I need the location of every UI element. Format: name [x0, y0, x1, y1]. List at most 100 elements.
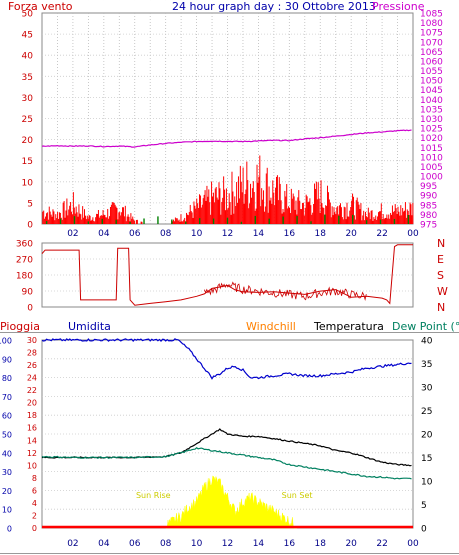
- y-tick-temperature: 40: [421, 337, 433, 347]
- y-tick-rain: 22: [27, 386, 37, 395]
- y-tick-humidity: 10: [2, 506, 12, 515]
- y-tick-pressure: 975: [420, 221, 437, 231]
- x-tick: 14: [253, 229, 265, 239]
- x-tick: 00: [407, 229, 419, 239]
- y-tick-pressure: 990: [420, 192, 437, 202]
- y-tick-pressure: 1030: [420, 115, 443, 125]
- y-tick-rain: 16: [27, 424, 37, 433]
- legend-item: Umidita: [68, 320, 111, 333]
- y-tick-temperature: 20: [421, 431, 433, 441]
- y-tick-pressure: 1080: [420, 19, 443, 29]
- x-tick: 20: [345, 229, 357, 239]
- x-tick: 22: [376, 539, 387, 549]
- y-tick-humidity: 50: [2, 431, 12, 440]
- x-tick: 10: [191, 229, 203, 239]
- y-tick-wind: 20: [22, 136, 34, 146]
- x-tick: 10: [191, 539, 203, 549]
- legend-item: Temperatura: [313, 320, 384, 333]
- y-tick-pressure: 1060: [420, 57, 443, 67]
- x-tick: 20: [345, 539, 357, 549]
- y-tick-pressure: 1045: [420, 86, 443, 96]
- y-tick-direction: 90: [22, 288, 34, 298]
- y-tick-pressure: 1000: [420, 173, 443, 183]
- y-tick-temperature: 15: [421, 454, 432, 464]
- x-tick: 00: [407, 539, 419, 549]
- y-tick-temperature: 0: [421, 525, 427, 535]
- y-tick-rain: 30: [27, 336, 37, 345]
- right-label: Pressione: [372, 0, 425, 13]
- chart-title: 24 hour graph day : 30 Ottobre 2013: [172, 0, 376, 13]
- x-tick: 08: [160, 229, 172, 239]
- left-label: Forza vento: [8, 0, 73, 13]
- y-tick-rain: 0: [32, 524, 37, 533]
- y-tick-wind: 0: [27, 221, 33, 231]
- y-tick-pressure: 1065: [420, 48, 443, 58]
- y-tick-direction: 0: [27, 304, 33, 314]
- humidity-line: [41, 338, 412, 380]
- y-tick-humidity: 90: [2, 355, 12, 364]
- x-tick: 02: [67, 229, 78, 239]
- y-tick-temperature: 5: [421, 501, 427, 511]
- y-tick-direction: 270: [16, 256, 33, 266]
- y-tick-pressure: 1035: [420, 105, 443, 115]
- y-tick-pressure: 1005: [420, 163, 443, 173]
- sunset-label: Sun Set: [282, 491, 313, 500]
- y-tick-direction: 180: [16, 272, 33, 282]
- y-tick-rain: 28: [27, 349, 37, 358]
- y-tick-pressure: 1075: [420, 29, 443, 39]
- y-tick-pressure: 1010: [420, 153, 443, 163]
- y-tick-rain: 12: [27, 449, 37, 458]
- y-tick-rain: 20: [27, 399, 37, 408]
- x-tick: 14: [253, 539, 265, 549]
- y-tick-wind: 50: [22, 10, 34, 20]
- y-tick-direction: 360: [16, 240, 33, 250]
- y-tick-wind: 40: [22, 52, 34, 62]
- y-tick-pressure: 1040: [420, 96, 443, 106]
- y-tick-pressure: 1015: [420, 144, 443, 154]
- temperature-line: [41, 428, 412, 467]
- separator-line: [0, 332, 459, 333]
- x-tick: 18: [315, 539, 327, 549]
- y-tick-pressure: 1020: [420, 134, 443, 144]
- compass-label: N: [437, 301, 445, 314]
- y-tick-humidity: 40: [2, 449, 12, 458]
- dewpoint-line: [41, 447, 412, 480]
- y-tick-wind: 10: [22, 178, 34, 188]
- x-tick: 22: [376, 229, 387, 239]
- direction-line: [41, 244, 413, 306]
- y-tick-rain: 8: [32, 474, 37, 483]
- x-tick: 18: [315, 229, 327, 239]
- y-tick-pressure: 1085: [420, 10, 443, 20]
- y-tick-rain: 4: [32, 499, 37, 508]
- y-tick-wind: 45: [22, 31, 33, 41]
- pressure-line: [41, 129, 412, 148]
- y-tick-temperature: 30: [421, 384, 433, 394]
- y-tick-rain: 2: [32, 511, 37, 520]
- y-tick-pressure: 985: [420, 201, 437, 211]
- x-tick: 12: [222, 229, 233, 239]
- y-tick-rain: 6: [32, 486, 37, 495]
- x-tick: 16: [284, 229, 296, 239]
- y-tick-wind: 35: [22, 73, 33, 83]
- x-tick: 02: [67, 539, 78, 549]
- y-tick-wind: 15: [22, 157, 33, 167]
- y-tick-humidity: 20: [2, 487, 12, 496]
- y-tick-wind: 5: [27, 199, 33, 209]
- compass-label: S: [437, 269, 444, 282]
- y-tick-rain: 14: [27, 436, 37, 445]
- legend-item: Windchill: [246, 320, 296, 333]
- y-tick-pressure: 995: [420, 182, 437, 192]
- y-tick-humidity: 30: [2, 468, 12, 477]
- y-tick-humidity: 0: [7, 525, 12, 534]
- direction-jitter: [203, 281, 367, 301]
- compass-label: E: [437, 253, 444, 266]
- x-tick: 12: [222, 539, 233, 549]
- y-tick-temperature: 25: [421, 407, 432, 417]
- y-tick-humidity: 60: [2, 412, 12, 421]
- y-tick-pressure: 1050: [420, 77, 443, 87]
- x-tick: 06: [129, 539, 141, 549]
- y-tick-pressure: 1025: [420, 125, 443, 135]
- y-tick-pressure: 980: [420, 211, 437, 221]
- y-tick-pressure: 1055: [420, 67, 443, 77]
